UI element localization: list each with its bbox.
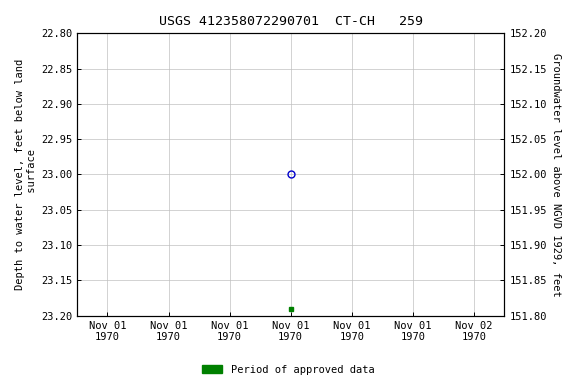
Title: USGS 412358072290701  CT-CH   259: USGS 412358072290701 CT-CH 259: [158, 15, 423, 28]
Legend: Period of approved data: Period of approved data: [198, 361, 378, 379]
Y-axis label: Groundwater level above NGVD 1929, feet: Groundwater level above NGVD 1929, feet: [551, 53, 561, 296]
Y-axis label: Depth to water level, feet below land
 surface: Depth to water level, feet below land su…: [15, 59, 37, 290]
